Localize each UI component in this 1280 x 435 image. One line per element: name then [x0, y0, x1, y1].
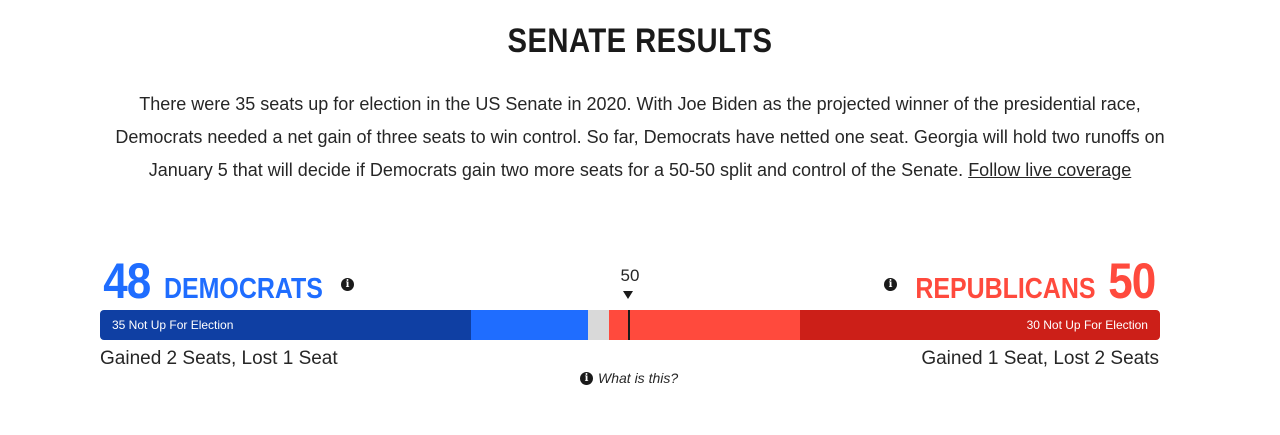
rep-not-up-label: 30 Not Up For Election [1026, 318, 1148, 332]
follow-live-coverage-link[interactable]: Follow live coverage [968, 160, 1132, 180]
what-is-this-label: What is this? [598, 370, 679, 386]
democrats-info-icon[interactable]: i [341, 278, 354, 291]
page-title: SENATE RESULTS [507, 22, 773, 60]
rep-not-up-segment[interactable]: 30 Not Up For Election [799, 310, 1160, 340]
dem-not-up-label: 35 Not Up For Election [112, 318, 234, 332]
dem-up-segment[interactable] [471, 310, 588, 340]
majority-line [628, 310, 630, 340]
democrats-seat-count: 48 [103, 253, 151, 309]
democrats-change: Gained 2 Seats, Lost 1 Seat [100, 348, 338, 369]
info-icon: i [580, 371, 593, 385]
democrats-label: DEMOCRATS [163, 273, 323, 305]
republicans-change: Gained 1 Seat, Lost 2 Seats [921, 348, 1159, 369]
rep-up-segment[interactable] [608, 310, 800, 340]
majority-marker-label: 50 [620, 266, 640, 285]
republicans-seat-count: 50 [1108, 253, 1157, 309]
what-is-this-link[interactable]: i What is this? [580, 370, 678, 386]
seat-balance-bar: 35 Not Up For Election 30 Not Up For Ele… [100, 310, 1160, 340]
undecided-segment[interactable] [587, 310, 609, 340]
caret-down-icon [623, 291, 633, 299]
republicans-info-icon[interactable]: i [884, 278, 897, 291]
dem-not-up-segment[interactable]: 35 Not Up For Election [100, 310, 471, 340]
republicans-header: REPUBLICANS 50 [886, 252, 1159, 310]
republicans-label: REPUBLICANS [915, 273, 1096, 305]
democrats-header: 48 DEMOCRATS [100, 252, 348, 310]
description-text: There were 35 seats up for election in t… [115, 94, 1165, 180]
results-description: There were 35 seats up for election in t… [100, 88, 1180, 187]
